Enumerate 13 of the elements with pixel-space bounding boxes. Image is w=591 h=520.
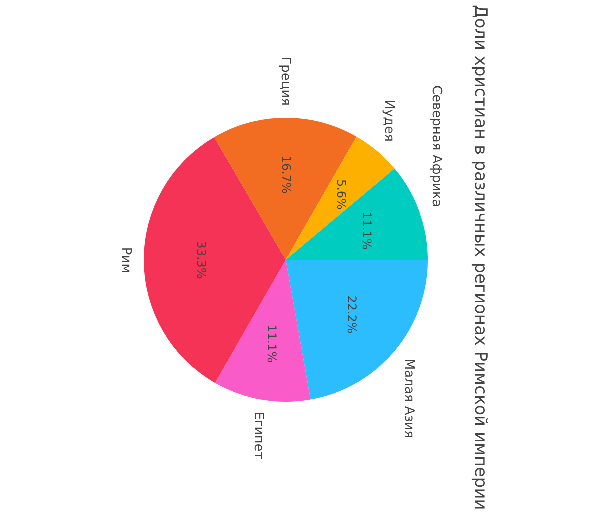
data-label: 33.3% xyxy=(194,241,209,280)
data-label: 11.1% xyxy=(265,324,280,363)
slice-label: Северная Африка xyxy=(428,85,444,208)
slice-label: Иудея xyxy=(381,100,396,142)
slice-label: Египет xyxy=(251,412,266,460)
data-label: 5.6% xyxy=(334,179,349,210)
slice-label: Малая Азия xyxy=(401,358,416,438)
slice-label: Греция xyxy=(278,56,294,106)
text: Доли христиан в различных регионах Римской империи xyxy=(470,5,491,510)
data-label: 16.7% xyxy=(280,156,294,194)
slice-label: Рим xyxy=(118,247,134,274)
data-label: 11.1% xyxy=(360,212,374,250)
data-label: 22.2% xyxy=(345,296,360,334)
